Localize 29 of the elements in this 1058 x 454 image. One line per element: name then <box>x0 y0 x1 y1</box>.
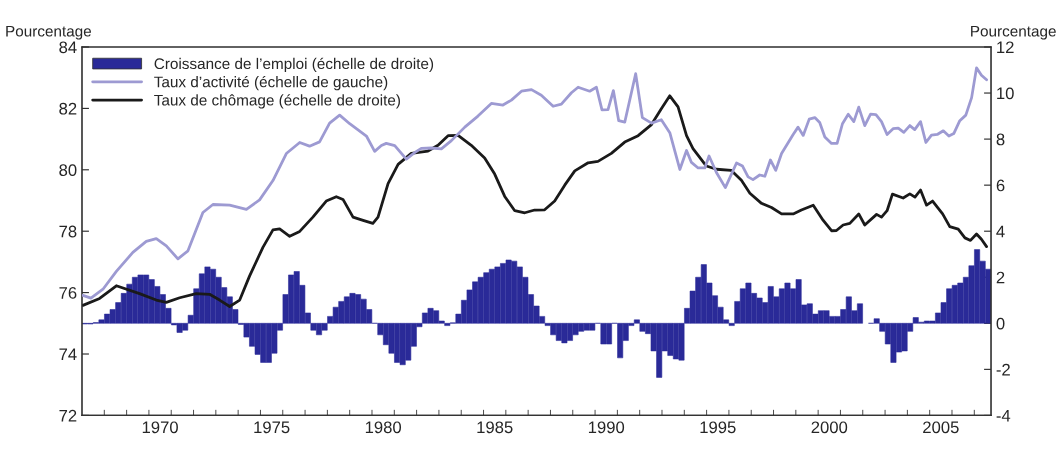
x-tick-label: 1980 <box>365 421 402 434</box>
x-tick-label: 2000 <box>811 421 848 434</box>
y2-tick-label: 10 <box>997 87 1014 100</box>
y2-tick-label: 2 <box>996 271 1005 284</box>
y-tick-label: 80 <box>59 164 77 176</box>
y-tick-label: 76 <box>59 287 77 299</box>
x-tick-label: 1970 <box>142 421 178 434</box>
y2-tick-label: -4 <box>996 409 1011 422</box>
y-tick-label: 78 <box>59 225 77 238</box>
y-tick-label: 72 <box>59 409 77 422</box>
y2-axis-title: Pourcentage <box>971 25 1056 40</box>
y-tick-label: 74 <box>59 348 77 361</box>
y2-tick-label: 6 <box>996 179 1005 192</box>
legend-label: Taux de chômage (échelle de droite) <box>154 94 400 109</box>
legend-label: Croissance de l’emploi (échelle de droite) <box>154 57 434 73</box>
y2-tick-label: 12 <box>997 41 1014 54</box>
x-tick-label: 1975 <box>254 421 290 434</box>
legend-label: Taux d’activité (échelle de gauche) <box>154 75 388 91</box>
y-axis-title: Pourcentage <box>6 25 91 40</box>
y2-tick-label: 8 <box>996 133 1005 146</box>
x-tick-label: 1985 <box>477 421 513 434</box>
y-tick-label: 82 <box>59 102 77 115</box>
x-tick-label: 1995 <box>700 421 736 434</box>
y-tick-label: 84 <box>59 41 77 54</box>
x-tick-label: 1990 <box>588 421 625 434</box>
y2-tick-label: -2 <box>996 363 1010 376</box>
y2-tick-label: 0 <box>996 317 1005 330</box>
x-tick-label: 2005 <box>923 421 959 434</box>
y2-tick-label: 4 <box>996 225 1005 238</box>
